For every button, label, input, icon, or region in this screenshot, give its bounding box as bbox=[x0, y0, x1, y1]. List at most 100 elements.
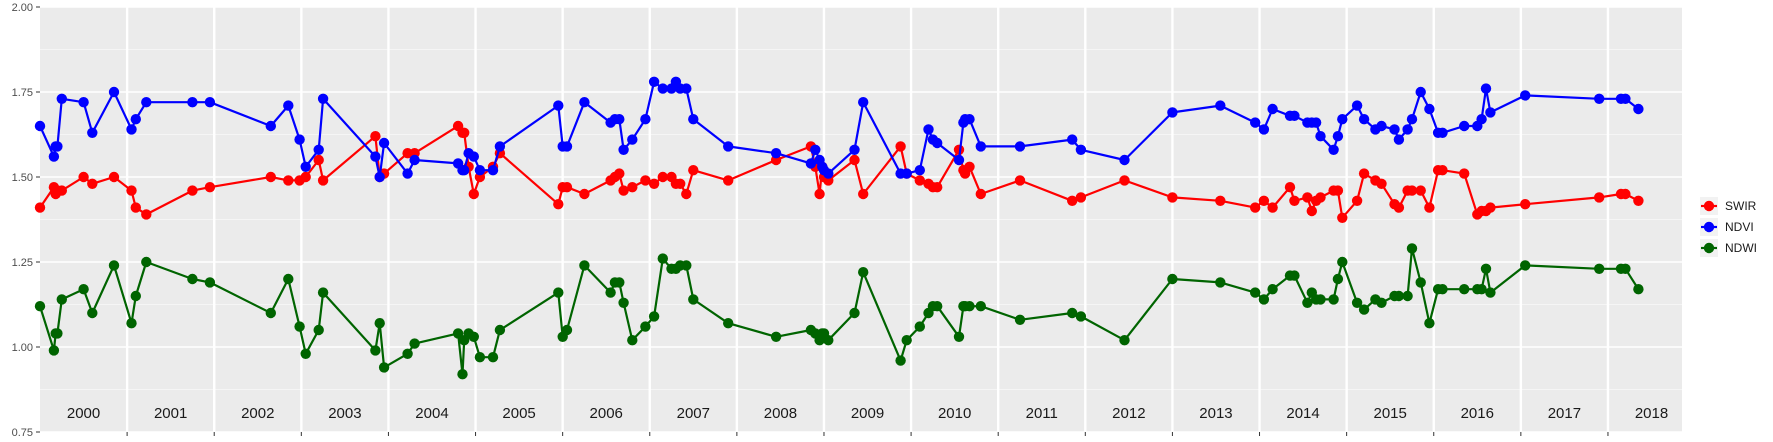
legend-label: NDWI bbox=[1725, 241, 1757, 255]
year-label: 2004 bbox=[415, 405, 448, 422]
y-tick-label: 1.50 bbox=[12, 172, 33, 184]
data-point bbox=[34, 202, 46, 213]
data-point bbox=[1289, 270, 1300, 281]
data-point bbox=[1067, 307, 1078, 319]
data-point bbox=[378, 137, 390, 149]
data-point bbox=[34, 301, 46, 312]
year-label: 2012 bbox=[1112, 405, 1145, 422]
data-point bbox=[468, 331, 479, 342]
data-point bbox=[1415, 277, 1426, 288]
data-point bbox=[901, 168, 912, 179]
year-label: 2013 bbox=[1199, 405, 1232, 422]
data-point bbox=[579, 97, 590, 108]
data-point bbox=[1459, 284, 1470, 295]
data-point bbox=[1215, 100, 1226, 111]
data-point bbox=[1520, 90, 1531, 101]
data-point bbox=[657, 253, 668, 264]
legend-marker bbox=[1703, 200, 1715, 212]
data-point bbox=[1337, 114, 1348, 125]
data-point bbox=[932, 182, 943, 193]
data-point bbox=[1424, 202, 1435, 213]
data-point bbox=[1215, 195, 1226, 206]
data-point bbox=[1437, 284, 1448, 295]
data-point bbox=[1315, 131, 1326, 142]
data-point bbox=[618, 297, 629, 308]
year-label: 2002 bbox=[241, 405, 274, 422]
data-point bbox=[1306, 205, 1318, 217]
data-point bbox=[1332, 273, 1344, 285]
data-point bbox=[402, 168, 413, 179]
year-label: 2015 bbox=[1373, 405, 1406, 422]
series-ndwi bbox=[34, 243, 1644, 380]
data-point bbox=[313, 144, 324, 155]
data-point bbox=[265, 171, 276, 183]
data-point bbox=[953, 331, 965, 342]
data-point bbox=[141, 209, 152, 220]
year-label: 2010 bbox=[938, 405, 971, 422]
data-point bbox=[283, 100, 294, 111]
data-point bbox=[675, 178, 686, 189]
data-point bbox=[1337, 256, 1348, 268]
data-point bbox=[1250, 202, 1261, 213]
data-point bbox=[187, 97, 198, 108]
data-point bbox=[87, 127, 98, 138]
data-point bbox=[858, 267, 869, 278]
data-point bbox=[1302, 192, 1313, 203]
data-point bbox=[52, 328, 63, 339]
data-point bbox=[494, 141, 506, 152]
data-point bbox=[975, 188, 986, 200]
data-point bbox=[1424, 103, 1435, 115]
data-point bbox=[553, 100, 564, 111]
data-point bbox=[1167, 273, 1178, 285]
data-point bbox=[1337, 212, 1348, 223]
year-label: 2007 bbox=[677, 405, 710, 422]
data-point bbox=[688, 165, 699, 176]
data-point bbox=[648, 311, 660, 322]
data-point bbox=[1480, 83, 1492, 94]
legend-marker bbox=[1703, 221, 1715, 233]
data-point bbox=[402, 348, 413, 359]
data-point bbox=[108, 171, 120, 183]
data-point bbox=[300, 161, 311, 172]
data-point bbox=[614, 114, 625, 125]
data-point bbox=[1289, 110, 1300, 122]
data-point bbox=[823, 335, 834, 346]
data-point bbox=[1480, 263, 1492, 274]
data-point bbox=[1459, 168, 1470, 179]
data-point bbox=[374, 318, 385, 329]
data-point bbox=[1067, 134, 1078, 145]
data-point bbox=[204, 182, 216, 193]
data-point bbox=[895, 355, 906, 366]
data-point bbox=[313, 324, 324, 336]
data-point bbox=[87, 178, 98, 189]
data-point bbox=[640, 321, 651, 332]
data-point bbox=[810, 144, 821, 155]
legend-item-swir: SWIR bbox=[1700, 197, 1757, 215]
year-label: 2011 bbox=[1026, 405, 1058, 422]
data-point bbox=[681, 260, 692, 271]
data-point bbox=[1389, 124, 1400, 135]
data-point bbox=[553, 199, 564, 210]
data-point bbox=[1620, 263, 1631, 274]
data-point bbox=[141, 256, 152, 268]
data-point bbox=[317, 287, 329, 298]
data-point bbox=[640, 114, 651, 125]
data-point bbox=[87, 307, 98, 319]
data-point bbox=[648, 178, 660, 189]
data-point bbox=[618, 185, 629, 196]
data-point bbox=[681, 83, 692, 94]
data-point bbox=[627, 134, 638, 145]
data-point bbox=[56, 294, 67, 305]
year-label: 2016 bbox=[1461, 405, 1494, 422]
data-point bbox=[975, 301, 986, 312]
data-point bbox=[370, 345, 381, 356]
data-point bbox=[1415, 185, 1426, 196]
y-tick-label: 0.75 bbox=[12, 427, 33, 439]
data-point bbox=[1424, 318, 1435, 329]
data-point bbox=[823, 168, 834, 179]
series-swir bbox=[34, 120, 1644, 223]
data-point bbox=[487, 352, 499, 363]
data-point bbox=[141, 97, 152, 108]
data-point bbox=[1258, 195, 1270, 206]
data-point bbox=[849, 144, 860, 155]
